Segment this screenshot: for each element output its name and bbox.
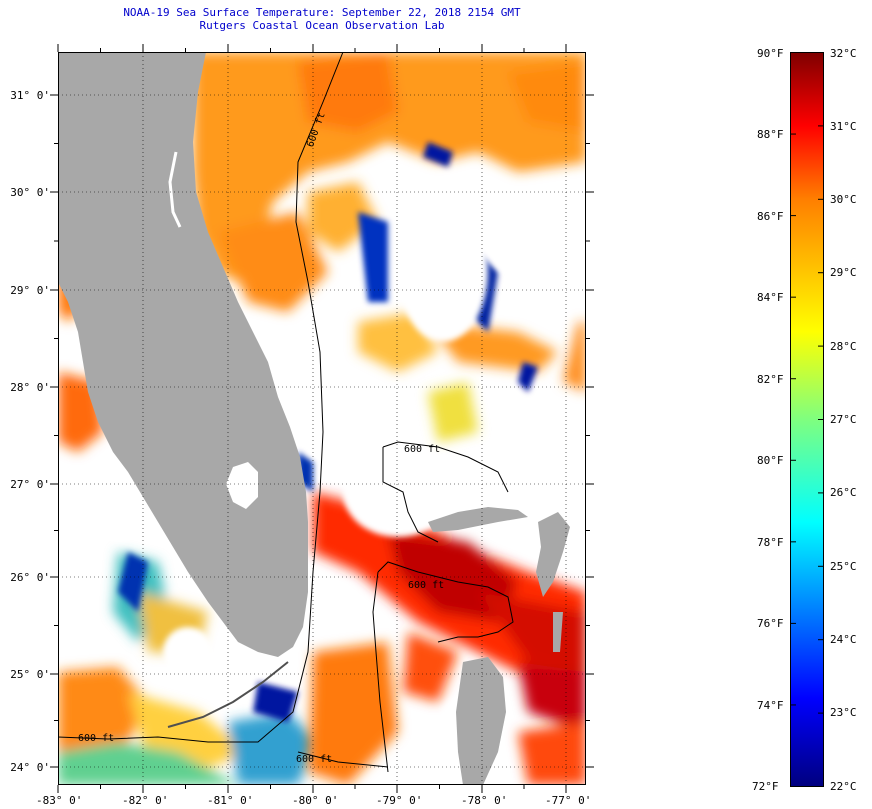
cb-c-29: 29°C [830,266,857,279]
lake-okeechobee [226,462,258,509]
cb-f-88: 88°F [757,128,784,141]
abaco-island [536,512,570,597]
cb-f-76: 76°F [757,617,784,630]
lat-label-31: 31° 0' [10,89,50,102]
cb-c-31: 31°C [830,120,857,133]
sst-map-svg: 600 ft 600 ft 600 ft 600 ft 600 ft [58,52,586,785]
grand-bahama [428,507,528,532]
cb-f-72: 72°F [752,780,779,793]
lon-label-83: -83° 0' [36,794,83,807]
contour-label-3: 600 ft [296,754,332,765]
lat-label-30: 30° 0' [10,186,50,199]
lat-label-27: 27° 0' [10,478,50,491]
lon-label-78: -78° 0' [461,794,508,807]
cb-f-80: 80°F [757,454,784,467]
contour-label-2: 600 ft [408,580,444,591]
contour-label-4: 600 ft [78,733,114,744]
land-layer [58,52,570,785]
cb-c-26: 26°C [830,486,857,499]
eleuthera-island [553,612,563,652]
cb-c-24: 24°C [830,633,857,646]
cb-f-84: 84°F [757,291,784,304]
cb-c-32: 32°C [830,47,857,60]
cb-f-82: 82°F [757,373,784,386]
lat-label-24: 24° 0' [10,761,50,774]
cb-f-86: 86°F [757,210,784,223]
andros-island [456,657,506,785]
lat-label-29: 29° 0' [10,284,50,297]
lat-label-28: 28° 0' [10,381,50,394]
lon-label-82: -82° 0' [122,794,169,807]
map-border [58,52,586,785]
cb-c-22: 22°C [830,780,857,793]
sst-map: 600 ft 600 ft 600 ft 600 ft 600 ft [58,52,586,785]
lon-label-79: -79° 0' [376,794,423,807]
cb-c-30: 30°C [830,193,857,206]
lat-label-26: 26° 0' [10,571,50,584]
cb-f-74: 74°F [757,699,784,712]
map-subtitle: Rutgers Coastal Ocean Observation Lab [199,19,445,32]
st-johns-river [168,151,182,228]
lat-label-25: 25° 0' [10,668,50,681]
gridlines [58,52,586,785]
cb-c-28: 28°C [830,340,857,353]
cb-f-78: 78°F [757,536,784,549]
map-title: NOAA-19 Sea Surface Temperature: Septemb… [123,6,521,19]
lon-label-77: -77° 0' [545,794,592,807]
cb-f-90: 90°F [757,47,784,60]
cb-c-27: 27°C [830,413,857,426]
contour-label-1: 600 ft [404,444,440,455]
cb-c-23: 23°C [830,706,857,719]
cb-c-25: 25°C [830,560,857,573]
lon-label-81: -81° 0' [207,794,254,807]
lon-label-80: -80° 0' [292,794,339,807]
florida-keys [167,661,289,728]
bathymetry-contours [58,52,514,773]
temperature-colorbar [790,52,824,787]
